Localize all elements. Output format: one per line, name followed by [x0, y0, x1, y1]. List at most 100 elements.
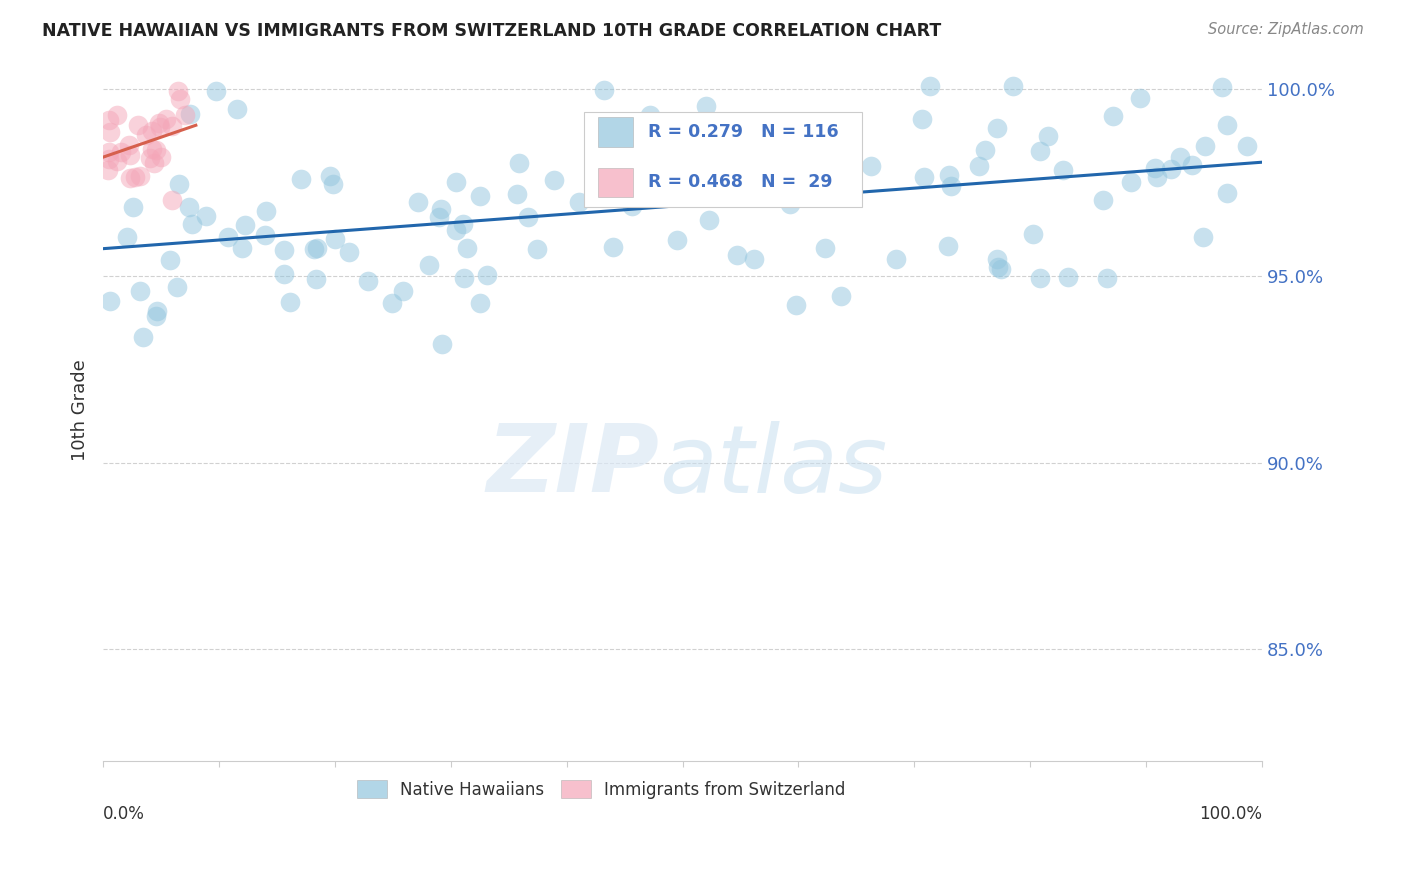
Point [444, 223, 467, 237]
FancyBboxPatch shape [598, 168, 633, 197]
Point [145, 309, 167, 323]
Point [127, 118, 149, 132]
Point [406, 195, 429, 210]
Point [1021, 227, 1043, 241]
Point [322, 177, 344, 191]
Point [392, 284, 415, 298]
Point [508, 156, 530, 170]
Point [167, 84, 190, 98]
Point [177, 201, 200, 215]
Point [779, 196, 801, 211]
Point [796, 120, 818, 134]
Point [205, 84, 228, 98]
Point [721, 182, 744, 196]
Point [166, 280, 188, 294]
Point [337, 245, 360, 260]
Point [149, 120, 172, 134]
Point [381, 296, 404, 310]
Point [859, 159, 882, 173]
Point [1211, 80, 1233, 95]
Point [1216, 186, 1239, 200]
Point [543, 173, 565, 187]
Point [620, 199, 643, 213]
Point [453, 217, 475, 231]
Point [825, 121, 848, 136]
Point [884, 252, 907, 267]
Point [98, 152, 121, 166]
Point [1170, 150, 1192, 164]
Point [253, 227, 276, 242]
Point [936, 238, 959, 252]
Point [118, 170, 141, 185]
Point [725, 248, 748, 262]
Point [118, 148, 141, 162]
Point [665, 233, 688, 247]
Point [1215, 118, 1237, 132]
Point [941, 179, 963, 194]
Point [117, 137, 139, 152]
Point [181, 217, 204, 231]
Point [1095, 271, 1118, 285]
Point [273, 243, 295, 257]
Point [1160, 161, 1182, 176]
Point [700, 172, 723, 186]
Point [973, 143, 995, 157]
Point [1052, 163, 1074, 178]
Text: 100.0%: 100.0% [1199, 805, 1263, 823]
Point [592, 83, 614, 97]
Point [1191, 230, 1213, 244]
Point [681, 145, 703, 159]
Point [912, 170, 935, 185]
Point [1121, 175, 1143, 189]
Point [516, 211, 538, 225]
Point [1102, 109, 1125, 123]
Point [231, 241, 253, 255]
Point [742, 252, 765, 266]
Point [141, 142, 163, 156]
Point [174, 108, 197, 122]
Point [1036, 129, 1059, 144]
Text: ZIP: ZIP [486, 420, 659, 512]
Point [1056, 270, 1078, 285]
Point [105, 108, 128, 122]
FancyBboxPatch shape [583, 112, 862, 207]
Point [135, 128, 157, 142]
Point [427, 210, 450, 224]
Point [169, 92, 191, 106]
Point [814, 241, 837, 255]
Text: 0.0%: 0.0% [103, 805, 145, 823]
Text: atlas: atlas [659, 421, 887, 512]
Point [115, 230, 138, 244]
Point [987, 260, 1010, 274]
Point [986, 252, 1008, 266]
Point [97, 163, 120, 178]
Point [475, 268, 498, 282]
Point [789, 175, 811, 189]
Point [640, 108, 662, 122]
Point [141, 124, 163, 138]
Point [801, 177, 824, 191]
Point [1028, 145, 1050, 159]
Point [129, 169, 152, 183]
Point [226, 102, 249, 116]
Point [1092, 193, 1115, 207]
Point [1181, 158, 1204, 172]
Point [319, 169, 342, 183]
Point [305, 272, 328, 286]
Point [124, 169, 146, 184]
Point [468, 296, 491, 310]
Point [1194, 138, 1216, 153]
Point [526, 242, 548, 256]
Point [664, 169, 686, 184]
Point [688, 179, 710, 194]
Text: NATIVE HAWAIIAN VS IMMIGRANTS FROM SWITZERLAND 10TH GRADE CORRELATION CHART: NATIVE HAWAIIAN VS IMMIGRANTS FROM SWITZ… [42, 22, 942, 40]
Point [302, 243, 325, 257]
Point [967, 159, 990, 173]
Point [456, 241, 478, 255]
Point [97, 145, 120, 160]
Point [160, 119, 183, 133]
Point [990, 262, 1012, 277]
Point [273, 267, 295, 281]
Point [468, 189, 491, 203]
Point [911, 112, 934, 127]
